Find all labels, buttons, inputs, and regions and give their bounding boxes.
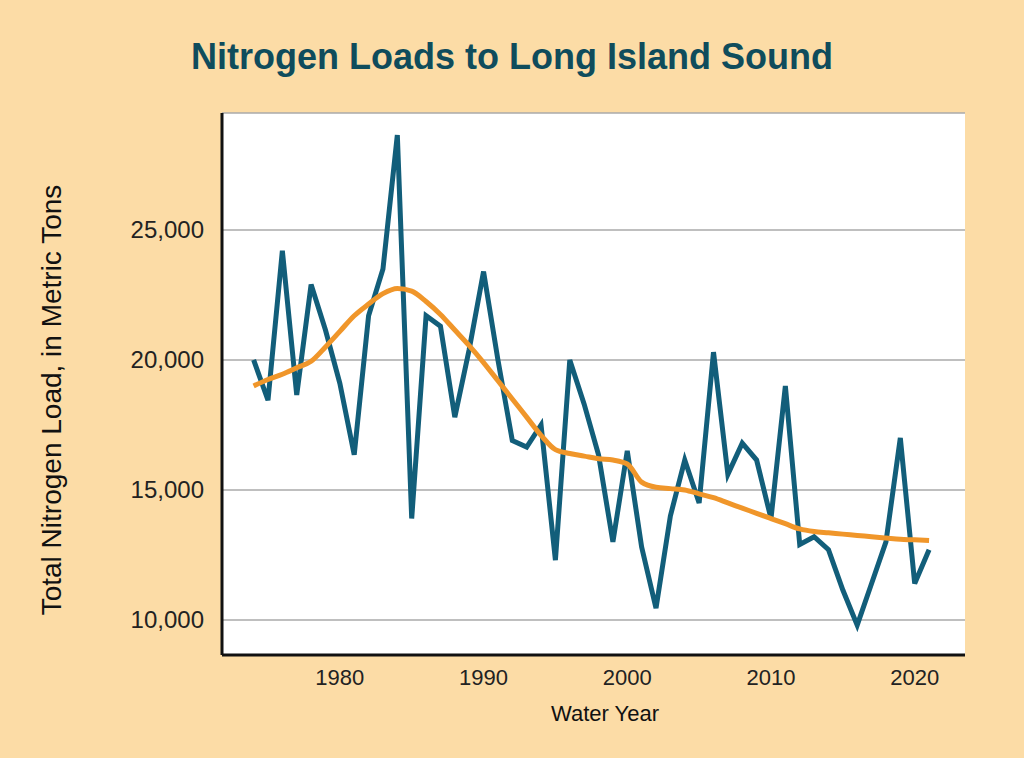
html-text:Water Year: Water Year	[551, 701, 659, 726]
html-text:Nitrogen Loads to Long Island: Nitrogen Loads to Long Island Sound	[191, 36, 833, 77]
svg-text:1990: 1990	[459, 665, 508, 690]
svg-text:25,000: 25,000	[131, 216, 204, 243]
html-text:Total Nitrogen Load, in Metric: Total Nitrogen Load, in Metric Tons	[36, 184, 67, 616]
svg-text:2000: 2000	[603, 665, 652, 690]
svg-text:10,000: 10,000	[131, 606, 204, 633]
svg-text:2010: 2010	[747, 665, 796, 690]
svg-text:20,000: 20,000	[131, 346, 204, 373]
svg-text:15,000: 15,000	[131, 476, 204, 503]
svg-text:2020: 2020	[890, 665, 939, 690]
svg-text:1980: 1980	[315, 665, 364, 690]
